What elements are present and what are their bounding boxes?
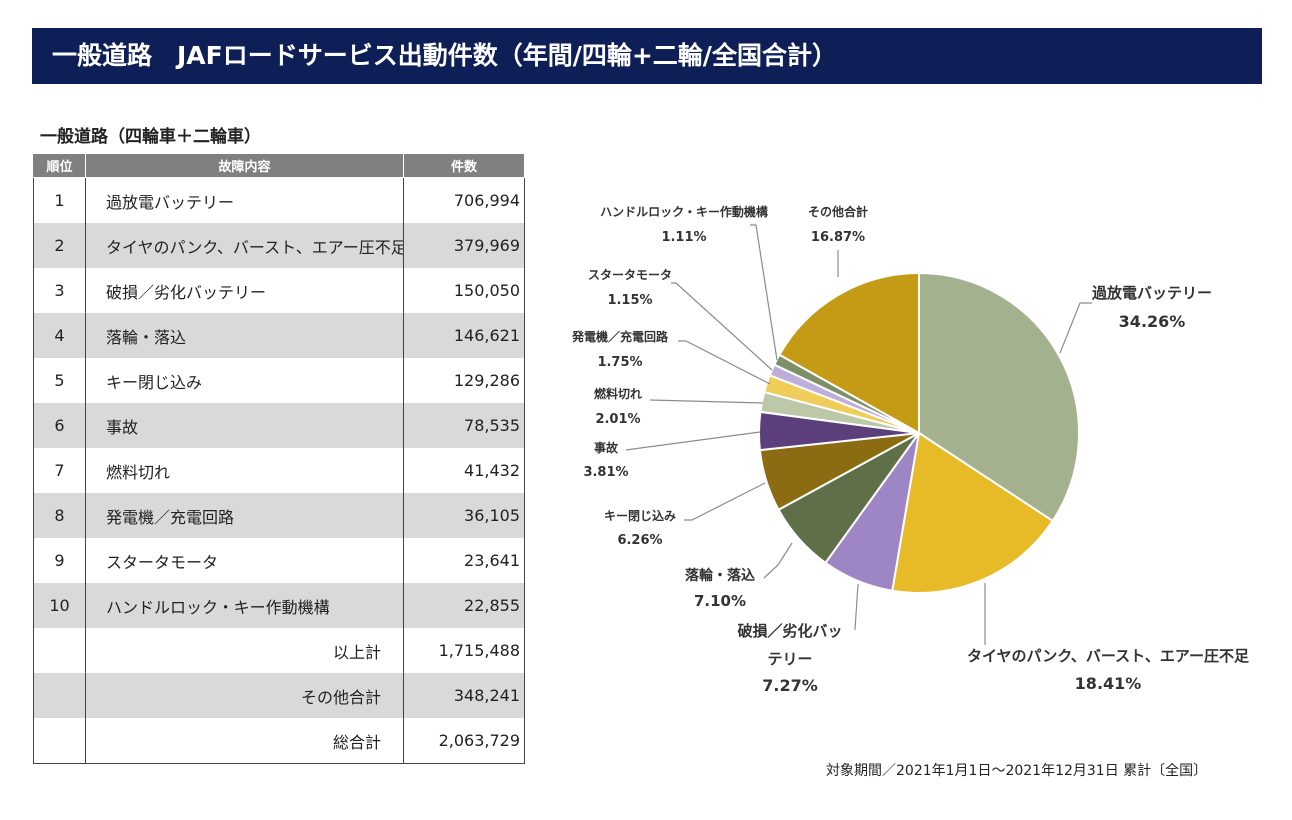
- leader-line: [671, 282, 773, 371]
- item-cell: 事故: [85, 403, 404, 448]
- period-footnote: 対象期間／2021年1月1日～2021年12月31日 累計〔全国〕: [826, 763, 1208, 779]
- rank-cell-empty: [33, 673, 86, 718]
- slice-label: タイヤのパンク、バースト、エアー圧不足: [967, 647, 1250, 665]
- rank-cell: 6: [33, 403, 86, 448]
- pie-slice: [778, 271, 920, 435]
- table-row: 9 スタータモータ 23,641: [33, 538, 525, 583]
- count-cell: 23,641: [403, 538, 525, 583]
- item-cell: タイヤのパンク、バースト、エアー圧不足: [85, 223, 404, 268]
- others-total-count: 348,241: [403, 673, 525, 718]
- slice-label: 燃料切れ: [594, 386, 642, 401]
- count-cell: 78,535: [403, 403, 525, 448]
- rank-cell: 5: [33, 358, 86, 403]
- rank-cell: 7: [33, 448, 86, 493]
- grand-total-row: 総合計 2,063,729: [33, 718, 525, 764]
- slice-value-label: 16.87%: [811, 230, 865, 245]
- count-cell: 706,994: [403, 177, 525, 223]
- rank-cell-empty: [33, 628, 86, 673]
- slice-label: キー閉じ込み: [604, 508, 676, 523]
- slice-value-label: 18.41%: [1075, 674, 1142, 693]
- slice-label: その他合計: [808, 204, 868, 219]
- rank-cell: 9: [33, 538, 86, 583]
- table-row: 4 落輪・落込 146,621: [33, 313, 525, 358]
- rank-cell: 3: [33, 268, 86, 313]
- rank-cell: 2: [33, 223, 86, 268]
- table-row: 7 燃料切れ 41,432: [33, 448, 525, 493]
- slice-value-label: 1.15%: [607, 293, 652, 308]
- item-cell: キー閉じ込み: [85, 358, 404, 403]
- table-row: 2 タイヤのパンク、バースト、エアー圧不足 379,969: [33, 223, 525, 268]
- column-header-item: 故障内容: [85, 153, 404, 178]
- others-total-row: その他合計 348,241: [33, 673, 525, 718]
- slice-label: スタータモータ: [588, 268, 672, 282]
- table-row: 6 事故 78,535: [33, 403, 525, 448]
- grand-total-count: 2,063,729: [403, 718, 525, 764]
- leader-line: [750, 224, 778, 361]
- header-banner: 一般道路 JAFロードサービス出動件数（年間/四輪+二輪/全国合計）: [32, 28, 1262, 84]
- leader-line: [625, 431, 761, 451]
- subtotal-row: 以上計 1,715,488: [33, 628, 525, 673]
- page-title: 一般道路 JAFロードサービス出動件数（年間/四輪+二輪/全国合計）: [52, 41, 837, 70]
- leader-line: [684, 482, 766, 521]
- table-row: 1 過放電バッテリー 706,994: [33, 177, 525, 223]
- slice-label: 過放電バッテリー: [1091, 284, 1212, 302]
- slice-value-label: 7.10%: [694, 592, 746, 610]
- table-row: 3 破損／劣化バッテリー 150,050: [33, 268, 525, 313]
- rank-cell-empty: [33, 718, 86, 764]
- item-cell: 燃料切れ: [85, 448, 404, 493]
- column-header-rank: 順位: [33, 153, 86, 178]
- count-cell: 129,286: [403, 358, 525, 403]
- leader-line: [649, 399, 764, 404]
- slice-label: 発電機／充電回路: [571, 329, 669, 344]
- table-title: 一般道路（四輪車＋二輪車）: [40, 127, 261, 147]
- rank-cell: 1: [33, 177, 86, 223]
- subtotal-count: 1,715,488: [403, 628, 525, 673]
- leader-line: [763, 542, 793, 579]
- others-total-label: その他合計: [85, 673, 404, 718]
- count-cell: 41,432: [403, 448, 525, 493]
- subtotal-label: 以上計: [85, 628, 404, 673]
- item-cell: 発電機／充電回路: [85, 493, 404, 538]
- count-cell: 379,969: [403, 223, 525, 268]
- item-cell: 落輪・落込: [85, 313, 404, 358]
- count-cell: 146,621: [403, 313, 525, 358]
- count-cell: 150,050: [403, 268, 525, 313]
- slice-value-label: 7.27%: [762, 676, 818, 695]
- leader-line: [678, 340, 771, 385]
- leader-line: [1059, 302, 1092, 354]
- slice-label: 落輪・落込: [685, 567, 755, 584]
- slice-value-label: 2.01%: [595, 412, 640, 427]
- slice-value-label: 34.26%: [1119, 312, 1186, 331]
- slice-value-label: 3.81%: [583, 465, 628, 480]
- column-header-count: 件数: [403, 153, 525, 178]
- count-cell: 22,855: [403, 583, 525, 628]
- slice-label: 事故: [594, 440, 619, 455]
- slice-value-label: 6.26%: [617, 533, 662, 548]
- slice-label: 破損／劣化バッテリー: [737, 622, 842, 668]
- item-cell: 破損／劣化バッテリー: [85, 268, 404, 313]
- rank-cell: 10: [33, 583, 86, 628]
- table-header-row: 順位 故障内容 件数: [33, 153, 525, 178]
- table-row: 5 キー閉じ込み 129,286: [33, 358, 525, 403]
- slice-label: ハンドルロック・キー作動機構: [600, 204, 768, 219]
- rank-cell: 4: [33, 313, 86, 358]
- item-cell: ハンドルロック・キー作動機構: [85, 583, 404, 628]
- slice-value-label: 1.75%: [597, 355, 642, 370]
- leader-line: [854, 583, 859, 631]
- table-row: 10 ハンドルロック・キー作動機構 22,855: [33, 583, 525, 628]
- rank-cell: 8: [33, 493, 86, 538]
- pie-chart: 過放電バッテリー 34.26% タイヤのパンク、バースト、エアー圧不足 18.41% 破…: [571, 204, 1250, 695]
- grand-total-label: 総合計: [85, 718, 404, 764]
- item-cell: スタータモータ: [85, 538, 404, 583]
- pie-slice: [891, 431, 1055, 594]
- item-cell: 過放電バッテリー: [85, 177, 404, 223]
- slice-value-label: 1.11%: [661, 230, 706, 245]
- count-cell: 36,105: [403, 493, 525, 538]
- table-row: 8 発電機／充電回路 36,105: [33, 493, 525, 538]
- ranking-table: 順位 故障内容 件数 1 過放電バッテリー 706,994 2 タイヤのパンク、…: [33, 153, 525, 764]
